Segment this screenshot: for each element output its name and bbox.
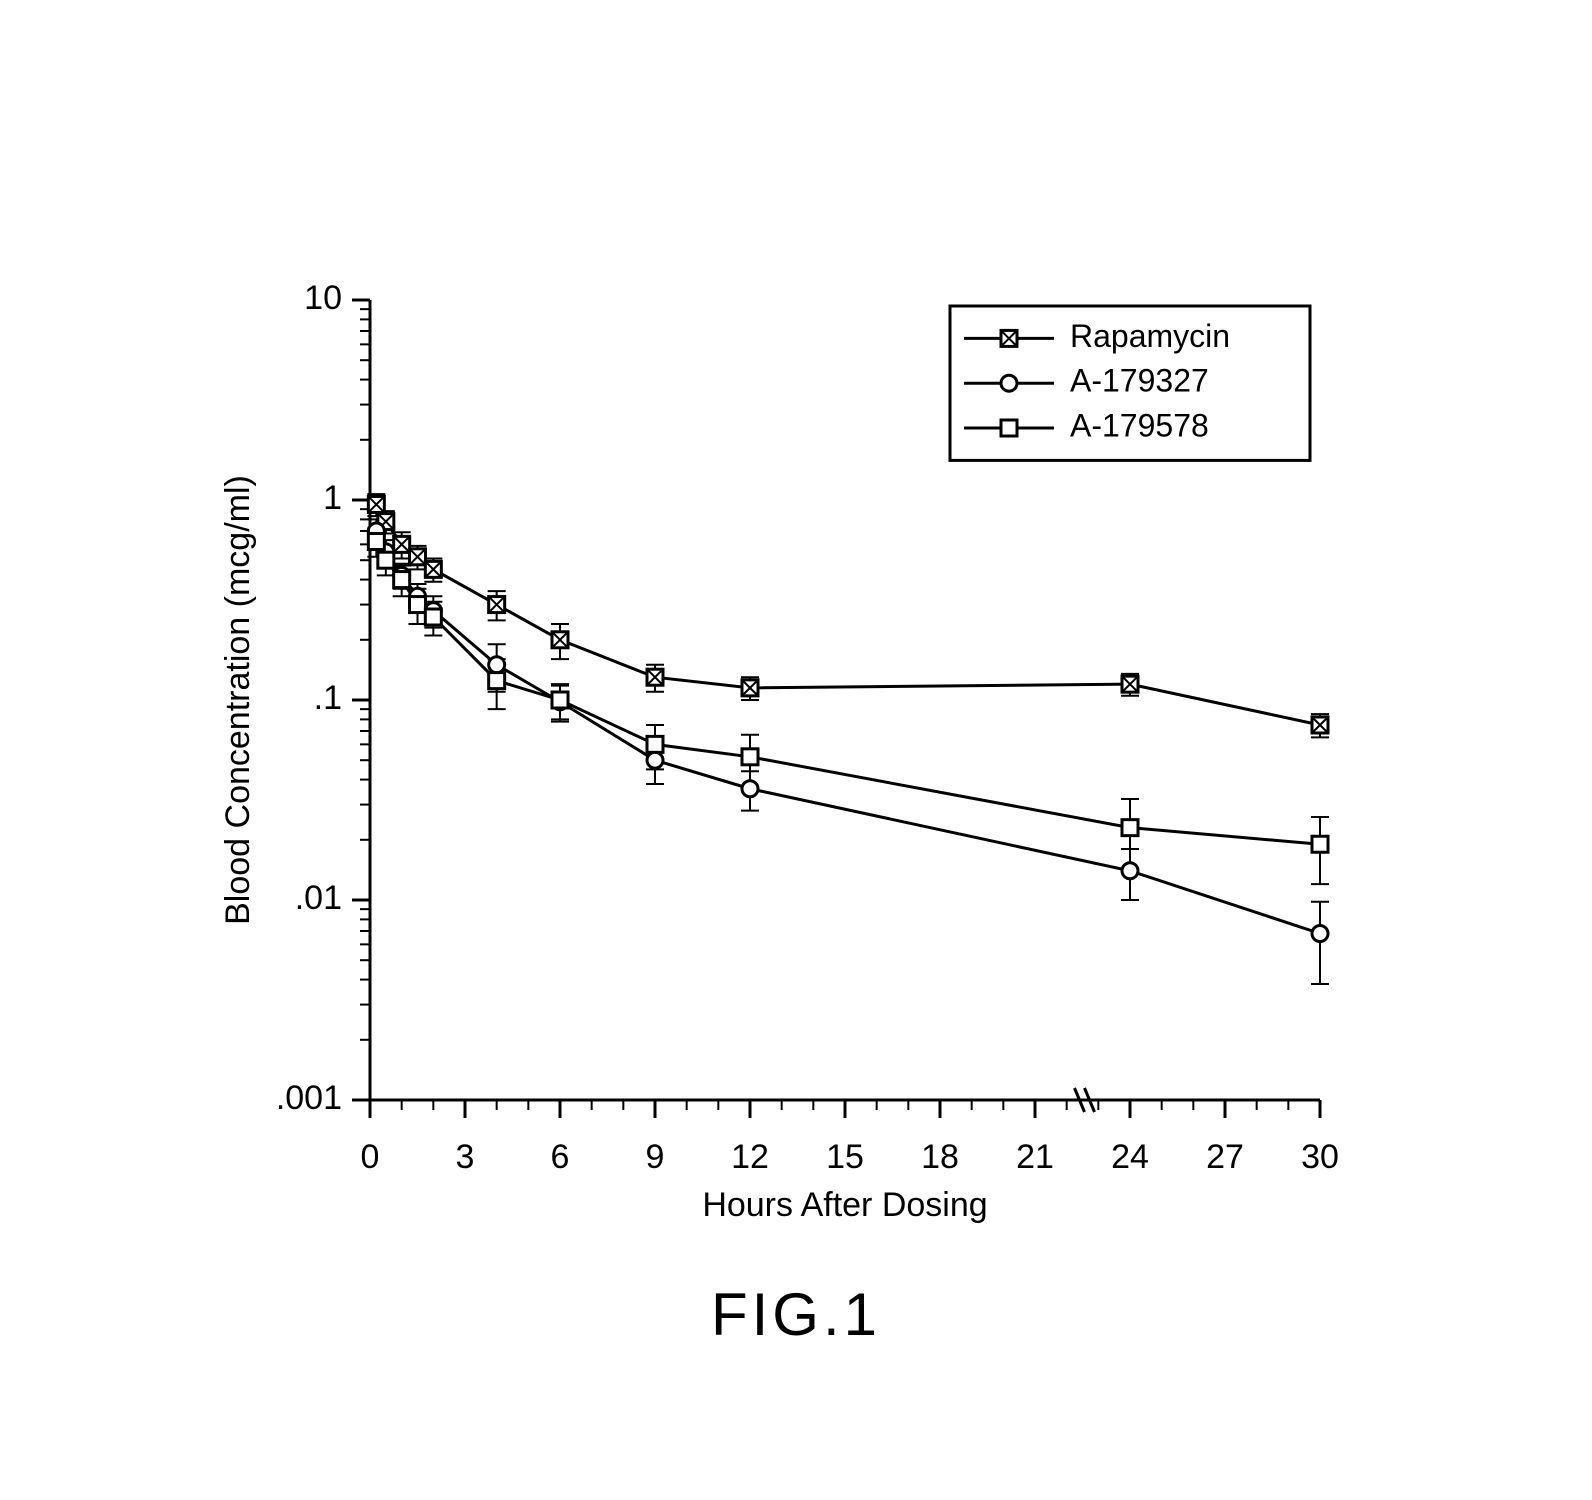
svg-text:.01: .01: [295, 879, 342, 917]
svg-text:3: 3: [456, 1138, 475, 1176]
svg-text:0: 0: [361, 1138, 380, 1176]
svg-text:15: 15: [826, 1138, 864, 1176]
series-lines: [376, 504, 1320, 933]
pk-chart: .001 .01 .1 1 10 0 3 6 9 12 15 18 21 24 27 30 Hours Afte…: [200, 280, 1350, 1230]
figure-caption: FIG.1: [0, 1280, 1592, 1349]
legend: Rapamycin A-179327 A-179578: [950, 306, 1310, 460]
svg-text:27: 27: [1206, 1138, 1244, 1176]
svg-text:Blood Concentration (mcg/ml): Blood Concentration (mcg/ml): [219, 475, 257, 925]
svg-text:30: 30: [1301, 1138, 1339, 1176]
svg-text:A-179327: A-179327: [1070, 363, 1209, 399]
svg-text:1: 1: [323, 479, 342, 517]
svg-text:6: 6: [551, 1138, 570, 1176]
svg-text:24: 24: [1111, 1138, 1149, 1176]
svg-text:.001: .001: [276, 1079, 342, 1117]
svg-text:9: 9: [646, 1138, 665, 1176]
svg-text:10: 10: [304, 280, 342, 317]
svg-text:18: 18: [921, 1138, 959, 1176]
svg-text:12: 12: [731, 1138, 769, 1176]
errorbars: [367, 494, 1329, 984]
svg-text:21: 21: [1016, 1138, 1054, 1176]
svg-text:.1: .1: [314, 679, 342, 717]
series-markers: [368, 496, 1328, 941]
svg-text:Hours After Dosing: Hours After Dosing: [702, 1186, 987, 1224]
svg-text:A-179578: A-179578: [1070, 407, 1209, 443]
svg-text:Rapamycin: Rapamycin: [1070, 318, 1230, 354]
